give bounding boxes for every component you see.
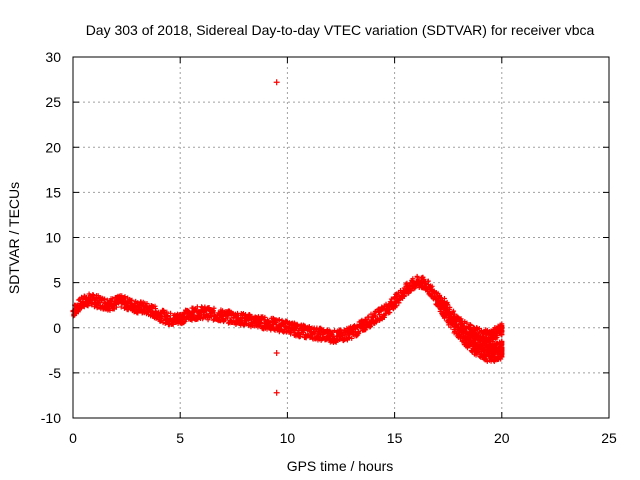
plus-marker [340,332,346,338]
plus-marker [438,295,444,301]
axis-ticks [72,56,610,419]
x-tick-label: 0 [69,430,77,446]
y-tick-label: 25 [45,94,61,110]
x-tick-label: 20 [494,430,510,446]
y-tick-label: 20 [45,139,61,155]
y-tick-label: -5 [49,365,62,381]
x-axis-label: GPS time / hours [287,458,394,474]
plus-marker [356,328,362,334]
plus-marker [421,276,427,282]
plus-marker [273,79,280,86]
plus-marker [447,306,453,312]
plus-marker [499,329,505,335]
plus-marker [110,296,116,302]
plus-marker [349,335,355,341]
x-tick-label: 10 [280,430,296,446]
chart-title: Day 303 of 2018, Sidereal Day-to-day VTE… [86,22,595,38]
y-tick-label: 15 [45,184,61,200]
plus-marker [211,305,217,311]
plus-marker [395,290,401,296]
plus-marker [236,312,242,318]
plus-marker [118,304,124,310]
plus-marker [373,313,379,319]
x-tick-label: 25 [601,430,617,446]
plus-marker [85,303,91,309]
plus-marker [368,311,374,317]
y-tick-label: 0 [53,320,61,336]
y-axis-label: SDTVAR / TECUs [6,182,22,294]
y-tick-labels: -10 -5 0 5 10 15 20 25 30 [41,49,61,426]
plus-marker [410,276,416,282]
plus-marker [276,317,282,323]
data-points [70,79,505,396]
plus-marker [499,339,505,345]
plus-marker [470,330,476,336]
y-tick-label: 30 [45,49,61,65]
plus-marker [394,303,400,309]
plus-marker [387,310,393,316]
plus-marker [122,294,128,300]
x-tick-label: 15 [387,430,403,446]
plus-marker [168,310,174,316]
plus-marker [165,313,171,319]
y-tick-label: 5 [53,275,61,291]
plus-marker [486,338,492,344]
plus-marker [164,309,170,315]
plus-marker [194,304,200,310]
plus-marker [107,307,113,313]
plus-marker [113,304,119,310]
plus-marker [451,308,457,314]
plus-marker [425,278,431,284]
y-tick-label: 10 [45,230,61,246]
plus-marker [273,350,280,357]
plus-marker [396,300,402,306]
plus-marker [429,283,435,289]
plus-marker [372,308,378,314]
plus-marker [499,344,505,350]
series-vbca-lower-branch [467,326,505,357]
plus-marker [102,296,108,302]
y-tick-label: -10 [41,410,61,426]
plus-marker [273,389,280,396]
series-vbca-main-track [70,273,505,364]
x-tick-labels: 0 5 10 15 20 25 [69,430,617,446]
plus-marker [367,323,373,329]
grid-lines [73,57,609,418]
series-outliers [273,79,280,396]
x-tick-label: 5 [176,430,184,446]
plus-marker [441,295,447,301]
